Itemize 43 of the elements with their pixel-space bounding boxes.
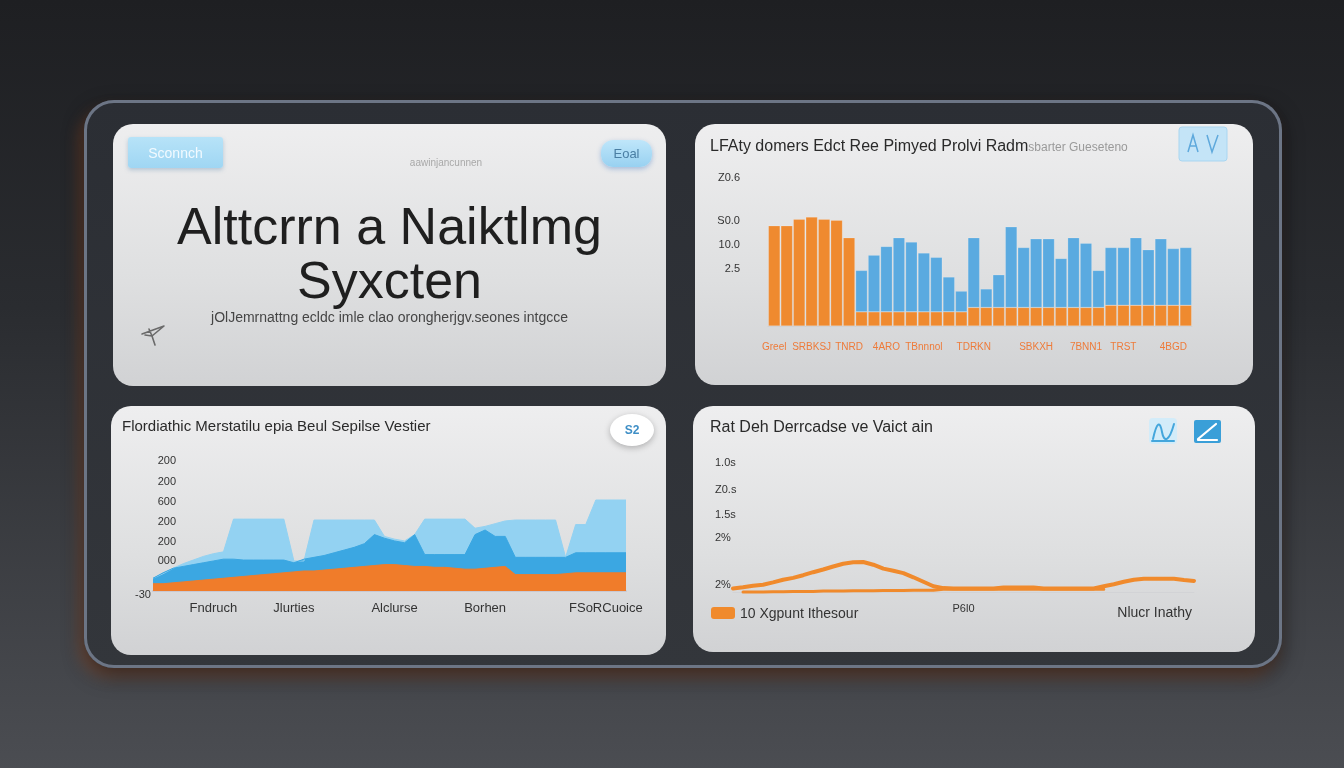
chart-subtitle: sbarter Gueseteno <box>1028 140 1128 154</box>
x-axis-title: P6l0 <box>952 601 975 614</box>
x-tick-label: Borhen <box>464 600 507 615</box>
x-tick-label: SBKXH <box>1019 340 1054 352</box>
x-tick-label: TBnnnol <box>905 340 943 352</box>
text: -30 <box>135 587 151 601</box>
text: 1.5s <box>715 507 736 521</box>
annotation: 600 <box>157 494 176 508</box>
legend-label: 10 Xgpunt Ithesour <box>740 605 859 621</box>
x-tick-label: TNRD <box>835 340 863 352</box>
text: Z0.s <box>715 482 737 496</box>
x-tick-label: Alclurse <box>371 600 418 615</box>
x-tick-label: Fndruch <box>189 600 238 615</box>
button: Eoal <box>601 140 652 167</box>
button: Sconnch <box>128 137 223 168</box>
chart-title: Flordiathic Merstatilu epia Beul Sepilse Vestier <box>122 417 431 434</box>
text: jOlJemrnattng ecldc imle clao orongherjgv.seones intgcce <box>209 309 569 326</box>
annotation: 200 <box>157 514 176 528</box>
annotation: 000 <box>157 553 176 567</box>
x-tick-label: FSoRCuoice <box>569 600 643 615</box>
x-tick-label: Jlurties <box>273 600 315 615</box>
x-tick-label: 7BNN1 <box>1069 340 1103 352</box>
text: 200 <box>157 453 176 467</box>
text: Z0.6 <box>717 170 740 184</box>
x-tick-label: TDRKN <box>956 340 991 352</box>
chart-title: Rat Deh Derrcadse ve Vaict ain <box>710 418 933 435</box>
text: 2% <box>715 530 731 544</box>
x-tick-label: TRST <box>1110 340 1137 352</box>
x-tick-label: 4ARO <box>872 340 901 352</box>
text: 2% <box>715 577 731 591</box>
text: 10.0 <box>718 237 740 251</box>
annotation: 200 <box>157 534 176 548</box>
x-tick-label: 4BGD <box>1159 340 1187 352</box>
chart-title: LFAty domers Edct Ree Pimyed Prolvi Radm <box>710 137 1029 154</box>
x-tick-label: Greel <box>762 340 787 352</box>
round-button: S2 <box>610 414 654 446</box>
text: aawinjancunnen <box>409 157 483 169</box>
text: 2.5 <box>724 261 740 275</box>
text: 200 <box>157 474 176 488</box>
x-tick-label: SRBKSJ <box>792 340 832 352</box>
text: 1.0s <box>715 455 736 469</box>
text: S0.0 <box>717 213 740 227</box>
text: Nlucr Inathy <box>1117 604 1192 620</box>
